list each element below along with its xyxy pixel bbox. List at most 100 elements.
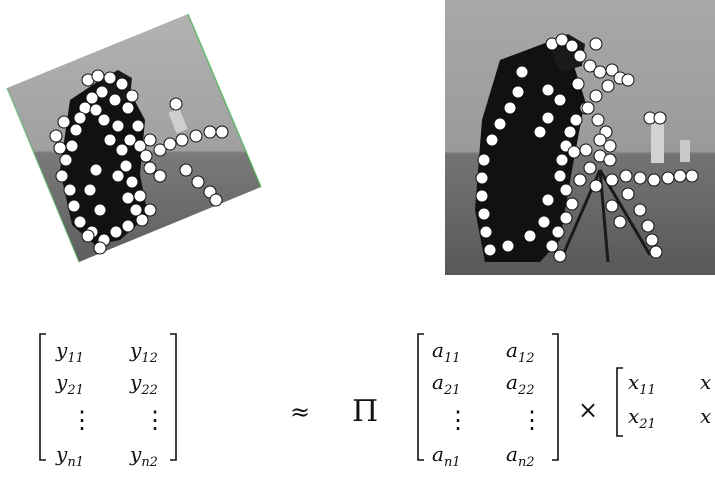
keypoint-marker xyxy=(53,141,67,155)
y-12: y12 xyxy=(129,338,158,366)
matrix-a: a11 a12 a21 a22 ⋮ ⋮ an1 an2 xyxy=(417,333,559,470)
keypoint-marker xyxy=(621,73,635,87)
keypoint-marker xyxy=(191,175,205,189)
x-12: x xyxy=(700,370,711,394)
keypoint-marker xyxy=(579,143,593,157)
matrix-bracket-right xyxy=(552,333,559,461)
matrix-x: x11 x x21 x xyxy=(616,367,711,437)
keypoint-marker xyxy=(483,243,497,257)
approx-symbol: ≈ xyxy=(290,398,310,426)
keypoint-marker xyxy=(555,153,569,167)
tower-shape-right xyxy=(651,118,664,163)
keypoint-marker xyxy=(593,65,607,79)
keypoint-marker xyxy=(541,193,555,207)
keypoint-marker xyxy=(477,207,491,221)
y-vdots-1: ⋮ xyxy=(70,406,94,434)
matrix-bracket-left xyxy=(616,367,623,437)
a-11: a11 xyxy=(432,338,460,366)
keypoint-marker xyxy=(553,249,567,263)
keypoint-marker xyxy=(109,225,123,239)
keypoint-marker xyxy=(503,101,517,115)
keypoint-marker xyxy=(501,239,515,253)
matrix-bracket-left xyxy=(39,333,46,461)
a-22: a22 xyxy=(506,370,534,398)
keypoint-marker xyxy=(533,125,547,139)
keypoint-marker xyxy=(163,137,177,151)
product-symbol: Π xyxy=(352,394,378,429)
keypoint-marker xyxy=(203,125,217,139)
keypoint-marker xyxy=(545,239,559,253)
keypoint-marker xyxy=(189,129,203,143)
keypoint-marker xyxy=(115,77,129,91)
keypoint-marker xyxy=(563,125,577,139)
keypoint-marker xyxy=(523,229,537,243)
keypoint-marker xyxy=(581,101,595,115)
keypoint-marker xyxy=(89,163,103,177)
keypoint-marker xyxy=(589,179,603,193)
keypoint-marker xyxy=(673,169,687,183)
keypoint-marker xyxy=(647,173,661,187)
keypoint-marker xyxy=(583,161,597,175)
keypoint-marker xyxy=(645,233,659,247)
keypoint-marker xyxy=(67,199,81,213)
keypoint-marker xyxy=(103,133,117,147)
keypoint-marker xyxy=(605,63,619,77)
a-12: a12 xyxy=(506,338,534,366)
keypoint-marker xyxy=(73,111,87,125)
keypoint-marker xyxy=(619,169,633,183)
keypoint-marker xyxy=(485,133,499,147)
keypoints-left xyxy=(49,69,229,255)
original-image-panel xyxy=(445,0,715,275)
figure-silhouette xyxy=(60,80,148,245)
x-21: x21 xyxy=(628,404,656,432)
keypoint-marker xyxy=(55,169,69,183)
rotated-image-panel xyxy=(6,13,262,263)
keypoint-marker xyxy=(111,119,125,133)
matrix-bracket-right xyxy=(170,333,177,461)
a-n2: an2 xyxy=(506,442,535,470)
image-edge-tint-left xyxy=(6,87,80,263)
tower-shape xyxy=(168,108,188,134)
keypoint-marker xyxy=(553,169,567,183)
keypoint-marker xyxy=(475,189,489,203)
keypoint-marker xyxy=(583,59,597,73)
keypoint-marker xyxy=(565,197,579,211)
keypoint-marker xyxy=(121,219,135,233)
keypoint-marker xyxy=(559,211,573,225)
keypoint-marker xyxy=(567,145,581,159)
keypoint-marker xyxy=(571,77,585,91)
keypoint-marker xyxy=(591,113,605,127)
tower-shape-right-small xyxy=(680,140,690,162)
keypoint-marker xyxy=(139,149,153,163)
keypoint-marker xyxy=(685,169,699,183)
keypoint-marker xyxy=(119,159,133,173)
keypoint-marker xyxy=(621,187,635,201)
keypoint-marker xyxy=(108,93,122,107)
keypoint-marker xyxy=(57,115,71,129)
keypoint-marker xyxy=(479,225,493,239)
keypoint-marker xyxy=(493,117,507,131)
keypoint-marker xyxy=(569,113,583,127)
keypoints-right xyxy=(475,33,699,263)
keypoint-marker xyxy=(589,89,603,103)
keypoint-marker xyxy=(515,65,529,79)
keypoint-marker xyxy=(633,171,647,185)
keypoint-marker xyxy=(603,153,617,167)
keypoint-marker xyxy=(559,183,573,197)
keypoint-marker xyxy=(93,241,107,255)
keypoint-marker xyxy=(209,193,223,207)
y-n2: yn2 xyxy=(129,442,158,470)
keypoint-marker xyxy=(125,89,139,103)
keypoint-marker xyxy=(121,191,135,205)
keypoint-marker xyxy=(143,133,157,147)
keypoint-marker xyxy=(73,215,87,229)
keypoint-marker xyxy=(143,161,157,175)
keypoint-marker xyxy=(541,111,555,125)
keypoint-marker xyxy=(121,101,135,115)
matrix-y: y11 y12 y21 y22 ⋮ ⋮ yn1 yn2 xyxy=(39,333,177,470)
keypoint-marker xyxy=(69,123,83,137)
keypoint-marker xyxy=(661,171,675,185)
x-22: x xyxy=(700,404,711,428)
keypoint-marker xyxy=(111,169,125,183)
keypoint-marker xyxy=(565,39,579,53)
